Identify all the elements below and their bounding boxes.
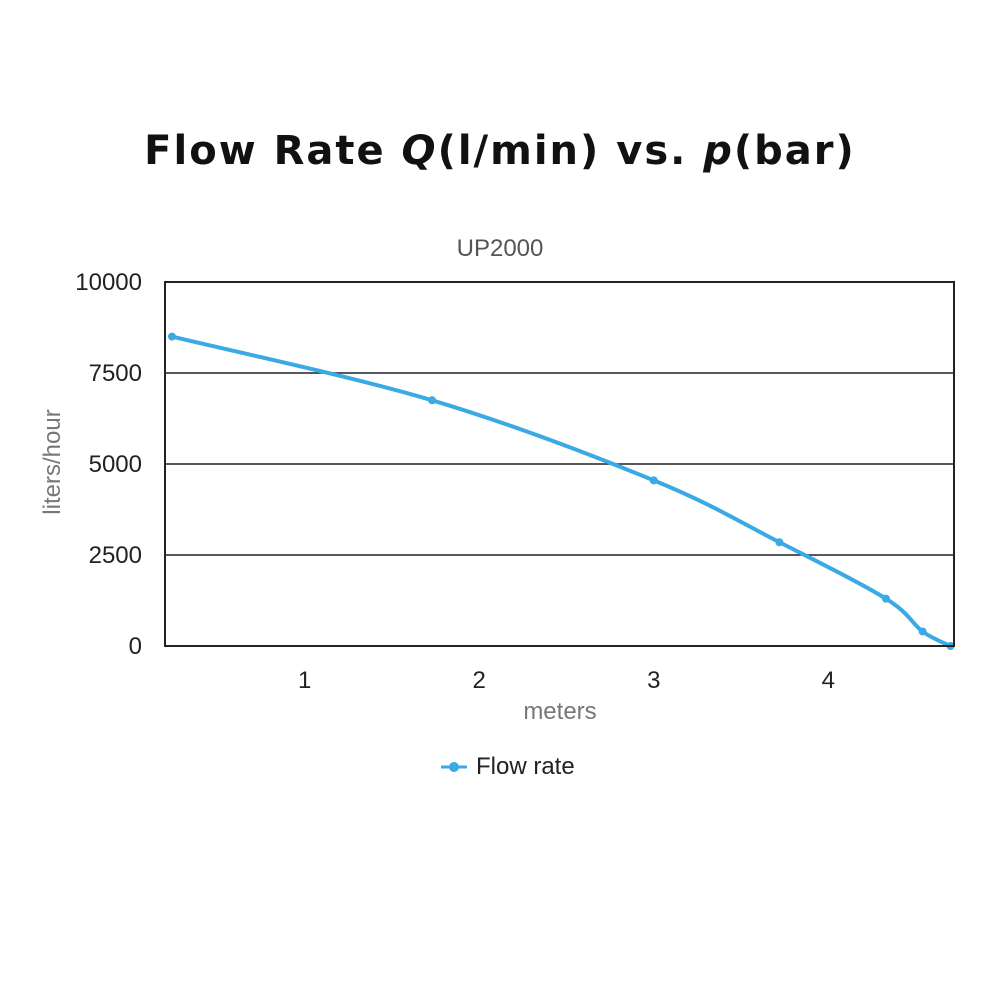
x-axis-label: meters	[523, 698, 596, 725]
legend-swatch-marker	[449, 762, 459, 772]
x-tick-label: 4	[822, 667, 835, 694]
chart-title: Flow Rate Q(l/min) vs. p(bar)	[0, 128, 1000, 174]
data-point	[649, 476, 658, 485]
series-layer	[167, 332, 955, 650]
title-text-1: Flow Rate	[144, 128, 402, 174]
x-tick-label: 3	[647, 667, 660, 694]
data-point	[167, 332, 176, 341]
x-tick-label: 1	[298, 667, 311, 694]
title-var-p: p	[703, 128, 734, 174]
y-tick-label: 10000	[75, 269, 142, 296]
y-tick-label: 2500	[89, 542, 142, 569]
legend-label-flow-rate: Flow rate	[476, 753, 575, 780]
title-var-q: Q	[401, 128, 438, 174]
y-tick-label: 7500	[89, 360, 142, 387]
data-point	[918, 627, 927, 636]
chart-subtitle: UP2000	[457, 235, 544, 262]
y-tick-label: 5000	[89, 451, 142, 478]
data-point	[881, 594, 890, 603]
x-axis-ticks: 1 2 3 4	[298, 667, 835, 694]
data-point	[775, 538, 784, 547]
y-tick-label: 0	[129, 633, 142, 660]
legend: Flow rate	[441, 753, 575, 780]
x-tick-label: 2	[473, 667, 486, 694]
y-axis-label: liters/hour	[39, 409, 66, 514]
grid	[165, 372, 954, 556]
title-text-2: (l/min) vs.	[437, 128, 704, 174]
data-point	[428, 396, 437, 405]
plot-frame	[164, 281, 955, 647]
y-axis-ticks: 10000 7500 5000 2500 0	[75, 269, 142, 660]
title-text-3: (bar)	[733, 128, 856, 174]
series-line-flow-rate	[169, 334, 953, 648]
